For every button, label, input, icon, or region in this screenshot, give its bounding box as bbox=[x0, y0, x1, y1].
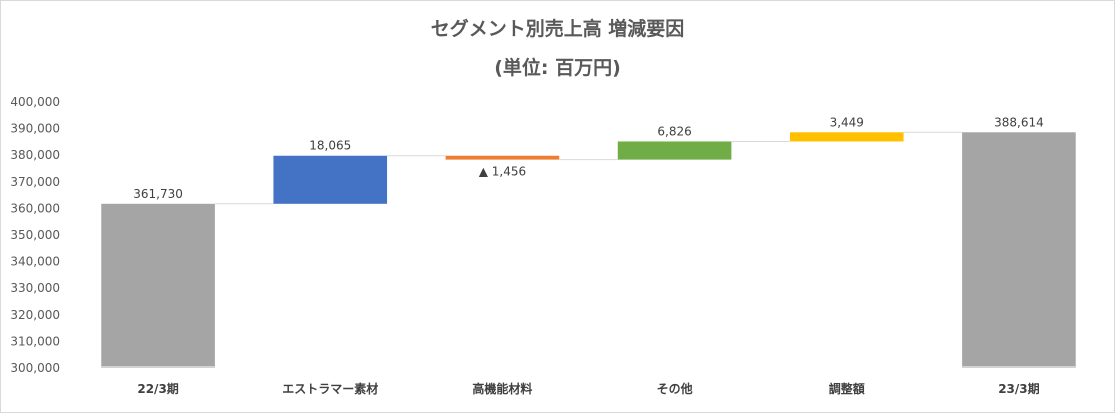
y-tick-label: 310,000 bbox=[10, 334, 60, 348]
y-tick-label: 380,000 bbox=[10, 148, 60, 162]
x-category-label: その他 bbox=[657, 381, 693, 396]
y-tick-label: 400,000 bbox=[10, 95, 60, 109]
data-label: 6,826 bbox=[657, 124, 691, 138]
x-category-label: 高機能材料 bbox=[472, 381, 532, 396]
y-tick-label: 320,000 bbox=[10, 308, 60, 322]
y-tick-label: 390,000 bbox=[10, 122, 60, 136]
y-tick-label: 360,000 bbox=[10, 201, 60, 215]
bar bbox=[789, 132, 904, 142]
data-label: ▲ 1,456 bbox=[479, 165, 526, 179]
data-label: 388,614 bbox=[994, 115, 1044, 129]
data-label: 361,730 bbox=[133, 187, 183, 201]
y-tick-label: 370,000 bbox=[10, 175, 60, 189]
y-tick-label: 350,000 bbox=[10, 228, 60, 242]
x-category-label: 22/3期 bbox=[137, 381, 178, 396]
y-tick-label: 340,000 bbox=[10, 255, 60, 269]
bar bbox=[101, 203, 215, 368]
bar bbox=[445, 155, 560, 160]
y-tick-label: 330,000 bbox=[10, 281, 60, 295]
bar bbox=[962, 132, 1076, 368]
chart-title: セグメント別売上高 増減要因 bbox=[430, 18, 685, 40]
x-category-label: エストラマー素材 bbox=[282, 381, 378, 396]
data-label: 18,065 bbox=[309, 139, 351, 153]
y-tick-label: 300,000 bbox=[10, 361, 60, 375]
x-category-label: 調整額 bbox=[829, 381, 865, 396]
bar bbox=[273, 155, 388, 204]
x-category-label: 23/3期 bbox=[998, 381, 1039, 396]
data-label: 3,449 bbox=[830, 115, 864, 129]
bar bbox=[617, 141, 732, 160]
chart-subtitle: (単位: 百万円) bbox=[494, 57, 621, 79]
